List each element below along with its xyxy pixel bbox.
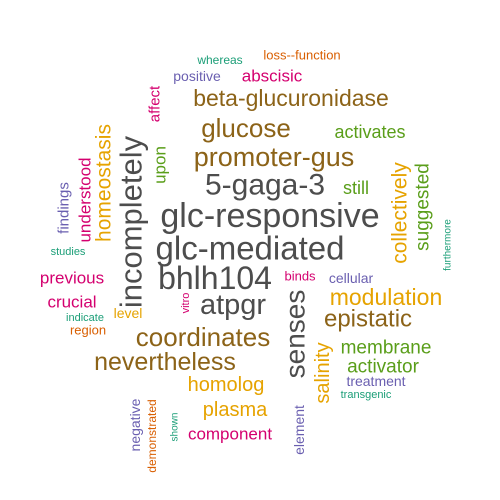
word-bhlh104: bhlh104 xyxy=(158,260,272,296)
word-affect: affect xyxy=(147,85,164,122)
word-component: component xyxy=(188,425,272,444)
word-epistatic: epistatic xyxy=(324,306,412,333)
word-whereas: whereas xyxy=(196,53,242,67)
word-activator: activator xyxy=(347,357,419,378)
word-abscisic: abscisic xyxy=(242,67,303,86)
word-collectively: collectively xyxy=(389,162,412,264)
word-demonstrated: demonstrated xyxy=(145,399,159,472)
word-understood: understood xyxy=(76,157,95,242)
word-glc-responsive: glc-responsive xyxy=(160,197,379,235)
word-previous: previous xyxy=(40,269,104,288)
word-5-gaga-3: 5-gaga-3 xyxy=(205,169,325,202)
word-salinity: salinity xyxy=(312,342,334,403)
word-level: level xyxy=(114,305,143,321)
word-homolog: homolog xyxy=(188,374,265,396)
word-furthermore: furthermore xyxy=(443,219,454,271)
word-findings: findings xyxy=(56,182,73,234)
word-activates: activates xyxy=(334,122,405,142)
word-vitro: vitro xyxy=(180,293,192,314)
word-beta-glucuronidase: beta-glucuronidase xyxy=(193,85,389,111)
word-upon: upon xyxy=(151,146,170,184)
word-atpgr: atpgr xyxy=(200,289,266,321)
word-glucose: glucose xyxy=(201,113,291,143)
word-shown: shown xyxy=(170,413,181,442)
word-crucial: crucial xyxy=(47,293,96,312)
word-studies: studies xyxy=(51,246,86,258)
word-still: still xyxy=(343,178,369,198)
word-negative: negative xyxy=(127,398,143,451)
word-suggested: suggested xyxy=(413,163,434,251)
word-indicate: indicate xyxy=(66,312,104,324)
word-treatment: treatment xyxy=(346,373,405,389)
word-plasma: plasma xyxy=(203,399,268,421)
word-glc-mediated: glc-mediated xyxy=(156,230,345,267)
word-element: element xyxy=(291,405,307,455)
word-coordinates: coordinates xyxy=(136,322,270,352)
word-positive: positive xyxy=(173,68,221,84)
word-membrane: membrane xyxy=(341,338,432,359)
word-incompletely: incompletely xyxy=(114,135,149,308)
word-region: region xyxy=(70,323,106,338)
word-binds: binds xyxy=(284,269,316,284)
word-senses: senses xyxy=(280,290,311,379)
word-promoter-gus: promoter-gus xyxy=(194,142,355,172)
word-modulation: modulation xyxy=(330,284,443,310)
word-cellular: cellular xyxy=(329,270,374,286)
word-transgenic: transgenic xyxy=(341,389,392,401)
word-homeostasis: homeostasis xyxy=(93,124,116,242)
word-nevertheless: nevertheless xyxy=(94,348,236,376)
word-loss-function: loss--function xyxy=(263,48,340,63)
